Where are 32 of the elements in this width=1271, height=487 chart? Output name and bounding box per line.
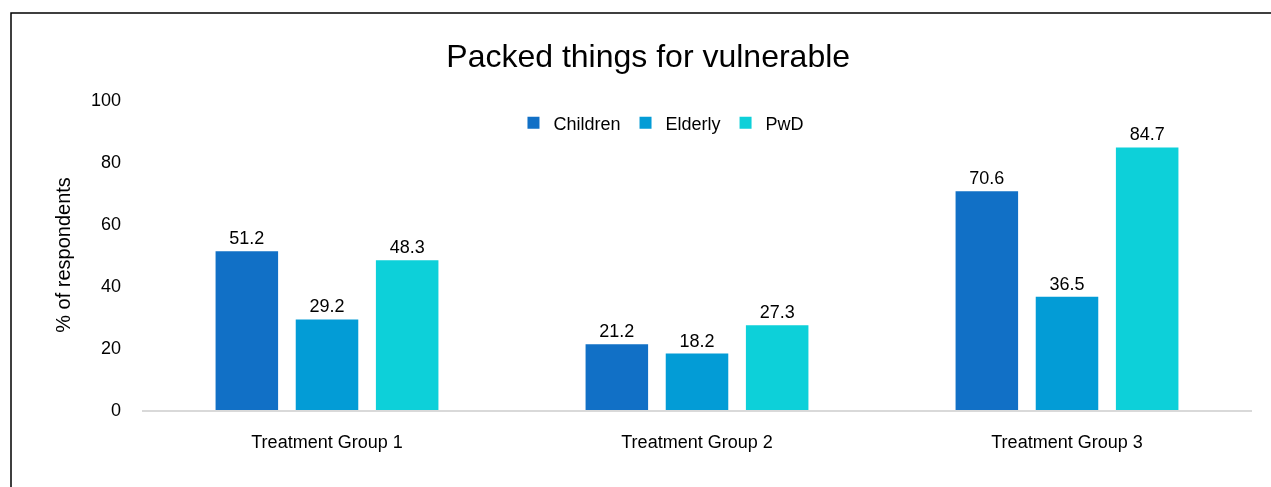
y-tick-label: 0	[110, 400, 121, 421]
data-label: 48.3	[389, 237, 425, 258]
bar	[215, 251, 279, 410]
y-axis-title: % of respondents	[52, 177, 75, 333]
bar	[665, 353, 729, 410]
data-label: 51.2	[229, 228, 265, 249]
y-tick-label: 20	[100, 338, 121, 359]
data-label: 84.7	[1129, 124, 1165, 145]
data-label: 21.2	[599, 321, 635, 342]
y-tick-label: 80	[100, 152, 121, 173]
y-tick-label: 100	[90, 90, 121, 111]
data-label: 36.5	[1049, 273, 1085, 294]
y-tick-label: 60	[100, 214, 121, 235]
legend-label: Children	[553, 113, 621, 134]
data-label: 70.6	[969, 168, 1005, 189]
data-label: 29.2	[309, 296, 345, 317]
bar	[585, 344, 649, 410]
legend-label: PwD	[765, 113, 804, 134]
x-tick-label: Treatment Group 1	[251, 431, 403, 452]
bar	[295, 319, 359, 410]
bar	[745, 325, 809, 410]
x-tick-label: Treatment Group 3	[991, 431, 1143, 452]
bar	[375, 260, 439, 410]
y-tick-label: 40	[100, 276, 121, 297]
data-label: 27.3	[759, 302, 795, 323]
data-label: 18.2	[679, 330, 715, 351]
legend-label: Elderly	[665, 113, 721, 134]
chart-title: Packed things for vulnerable	[446, 38, 851, 75]
x-tick-label: Treatment Group 2	[621, 431, 773, 452]
bar	[955, 191, 1019, 410]
bar	[1035, 296, 1099, 410]
bar	[1115, 147, 1179, 410]
